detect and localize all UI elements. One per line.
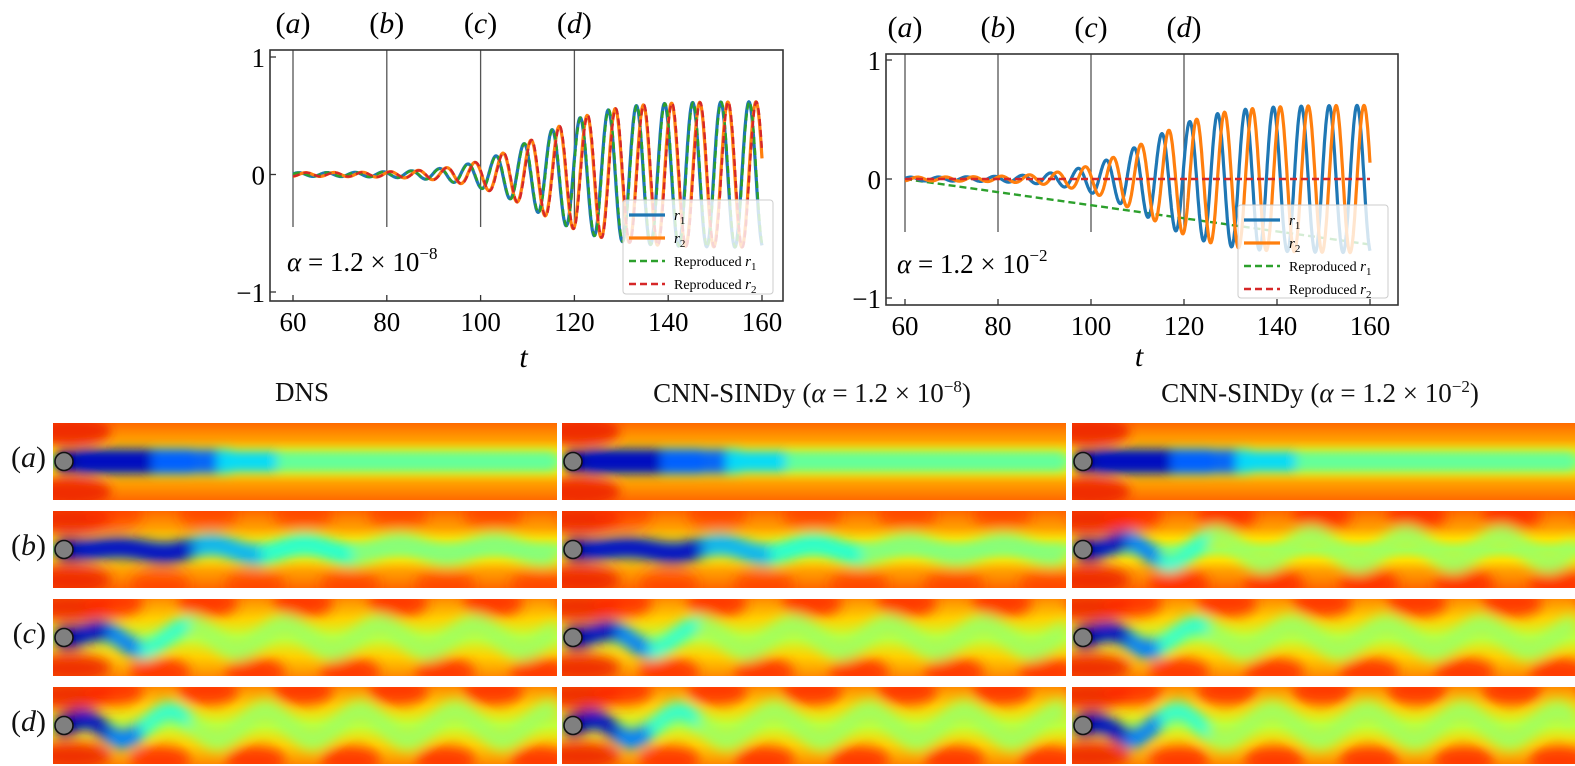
exponent: −2: [1451, 377, 1470, 396]
snapshot-marker-label: (d): [1167, 11, 1202, 44]
cylinder-icon: [54, 627, 74, 648]
chart-1: (a) (b) (c) (d) 60 80 100 120 140 160 −1 0 1 t α = 1.2…: [236, 7, 784, 374]
row-label-a: (a): [11, 441, 46, 474]
legend-entry: Reproduced r1: [1289, 259, 1372, 278]
column-title-text: DNS: [274, 377, 330, 407]
cylinder-icon: [1073, 627, 1093, 648]
column-title-cnn-sindy-2: CNN-SINDy (α = 1.2 × 10−2): [1161, 377, 1479, 409]
column-title-text: = 1.2 × 10: [1333, 378, 1452, 408]
x-tick-label: 100: [1071, 311, 1112, 341]
x-tick-label: 120: [1164, 311, 1205, 341]
chart-2: (a) (b) (c) (d) 60 80 100 120 140 160 −1 0 1 t α = 1.2…: [852, 11, 1399, 373]
snapshot-marker-label: (b): [369, 7, 404, 40]
legend: r1 r2 Reproduced r1 Reproduced r2: [1237, 204, 1389, 301]
legend: r1 r2 Reproduced r1 Reproduced r2: [622, 199, 774, 296]
x-axis-label: t: [519, 341, 528, 374]
snapshot-marker-label: (a): [888, 11, 923, 44]
legend-entry: Reproduced r2: [674, 277, 757, 296]
flow-field-panel: [1072, 423, 1575, 500]
x-tick-label: 60: [892, 311, 919, 341]
flow-field-panel: [53, 423, 557, 500]
flow-field-panel: [562, 511, 1066, 588]
flow-field-panel: [1072, 511, 1575, 588]
cylinder-icon: [54, 715, 74, 736]
cylinder-icon: [1073, 715, 1093, 736]
legend-entry: r1: [674, 208, 685, 227]
flow-field-panel: [53, 687, 557, 764]
y-tick-label: 0: [252, 161, 266, 191]
y-tick-label: 1: [252, 43, 266, 73]
x-tick-label: 60: [280, 307, 307, 337]
flow-field-panel: [53, 599, 557, 676]
column-title-text: ): [1469, 378, 1479, 408]
cylinder-icon: [1073, 539, 1093, 560]
column-title-cnn-sindy-1: CNN-SINDy (α = 1.2 × 10−8): [653, 377, 971, 409]
snapshot-marker-label: (d): [557, 7, 592, 40]
y-tick-label: 0: [868, 165, 882, 195]
x-tick-label: 80: [985, 311, 1012, 341]
snapshot-marker-label: (c): [464, 7, 497, 40]
cylinder-icon: [563, 539, 583, 560]
flow-field-panel: [1072, 687, 1575, 764]
y-tick-label: −1: [236, 278, 265, 308]
alpha-annotation: α = 1.2 × 10−8: [287, 244, 438, 277]
row-label-d: (d): [11, 705, 46, 738]
column-title-text: ): [961, 378, 971, 408]
y-tick-label: −1: [852, 284, 881, 314]
legend-box: [622, 199, 774, 295]
column-title-dns: DNS: [275, 377, 329, 408]
flow-field-panel: [53, 511, 557, 588]
cylinder-icon: [563, 451, 583, 472]
column-title-text: CNN-SINDy (: [1161, 378, 1320, 408]
legend-entry: Reproduced r2: [1289, 282, 1372, 301]
alpha-symbol: α: [811, 378, 826, 408]
row-label-b: (b): [11, 529, 46, 562]
column-title-text: = 1.2 × 10: [825, 378, 944, 408]
legend-box: [1237, 204, 1389, 299]
cylinder-icon: [563, 627, 583, 648]
alpha-annotation: α = 1.2 × 10−2: [897, 246, 1048, 279]
x-tick-label: 160: [1350, 311, 1391, 341]
y-tick-label: 1: [868, 46, 882, 76]
snapshot-marker-label: (a): [276, 7, 311, 40]
legend-entry: r2: [1289, 236, 1300, 255]
cylinder-icon: [54, 451, 74, 472]
snapshot-marker-label: (b): [981, 11, 1016, 44]
legend-entry: Reproduced r1: [674, 254, 757, 273]
axes-frame: [269, 49, 784, 302]
cylinder-icon: [563, 715, 583, 736]
column-title-text: CNN-SINDy (: [653, 378, 812, 408]
cylinder-icon: [1073, 451, 1093, 472]
x-tick-label: 160: [742, 307, 783, 337]
flow-field-panel: [562, 423, 1066, 500]
flow-field-panel: [562, 599, 1066, 676]
row-label-c: (c): [12, 617, 46, 650]
snapshot-marker-label: (c): [1074, 11, 1107, 44]
x-tick-label: 140: [648, 307, 689, 337]
legend-entry: r2: [674, 231, 685, 250]
x-tick-label: 100: [460, 307, 501, 337]
flow-field-panel: [562, 687, 1066, 764]
cylinder-icon: [54, 539, 74, 560]
flow-field-panel: [1072, 599, 1575, 676]
exponent: −8: [943, 377, 962, 396]
x-tick-label: 80: [373, 307, 400, 337]
legend-entry: r1: [1289, 213, 1300, 232]
x-tick-label: 120: [554, 307, 595, 337]
alpha-symbol: α: [1319, 378, 1334, 408]
x-tick-label: 140: [1257, 311, 1298, 341]
x-axis-label: t: [1135, 340, 1144, 373]
